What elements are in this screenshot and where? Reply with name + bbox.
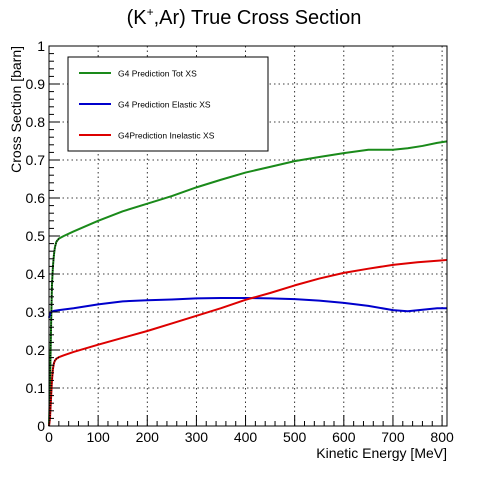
y-tick-label: 0.6: [26, 190, 46, 206]
series-line-2: [48, 258, 448, 427]
y-tick-label: 0.2: [26, 342, 46, 358]
x-tick-label: 700: [381, 429, 405, 445]
legend-entry-label-1: G4 Prediction Elastic XS: [118, 100, 211, 110]
y-tick-label: 1: [37, 38, 45, 54]
y-tick-label: 0.4: [26, 266, 46, 282]
x-tick-label: 200: [136, 429, 160, 445]
x-tick-label: 800: [430, 429, 454, 445]
series-threshold-markers-0: [48, 238, 60, 427]
legend-entry-label-0: G4 Prediction Tot XS: [118, 69, 197, 79]
x-tick-label: 600: [332, 429, 356, 445]
x-tick-label: 300: [185, 429, 209, 445]
legend-entry-label-2: G4Prediction Inelastic XS: [118, 131, 215, 141]
x-axis-label: Kinetic Energy [MeV]: [316, 445, 447, 461]
chart-title-main: (K: [127, 7, 148, 29]
y-tick-label: 0.8: [26, 114, 46, 130]
series-layer: [48, 140, 448, 427]
series-line-0: [48, 140, 448, 427]
y-tick-label: 0.7: [26, 152, 46, 168]
legend: G4 Prediction Tot XS G4 Prediction Elasti…: [67, 56, 269, 152]
series-line-1: [48, 296, 447, 318]
y-axis-label: Cross Section [barn]: [8, 46, 24, 173]
x-tick-label: 400: [234, 429, 258, 445]
y-tick-label: 0: [37, 418, 45, 434]
chart-title: (K+,Ar) True Cross Section: [127, 5, 362, 29]
axis-ticks: [48, 45, 443, 427]
x-tick-label: 0: [45, 429, 53, 445]
y-tick-label: 0.1: [26, 380, 46, 396]
chart-title-superscript: +: [147, 5, 154, 19]
axis-tick-labels: 0 100 200 300 400 500 600 700 800 0 0.1 0.2 0.3 0.4 0.…: [26, 38, 454, 445]
x-tick-label: 500: [283, 429, 307, 445]
y-tick-label: 0.3: [26, 304, 46, 320]
y-tick-label: 0.5: [26, 228, 46, 244]
y-tick-label: 0.9: [26, 76, 46, 92]
x-tick-label: 100: [86, 429, 110, 445]
chart-title-rest: ,Ar) True Cross Section: [154, 7, 362, 29]
